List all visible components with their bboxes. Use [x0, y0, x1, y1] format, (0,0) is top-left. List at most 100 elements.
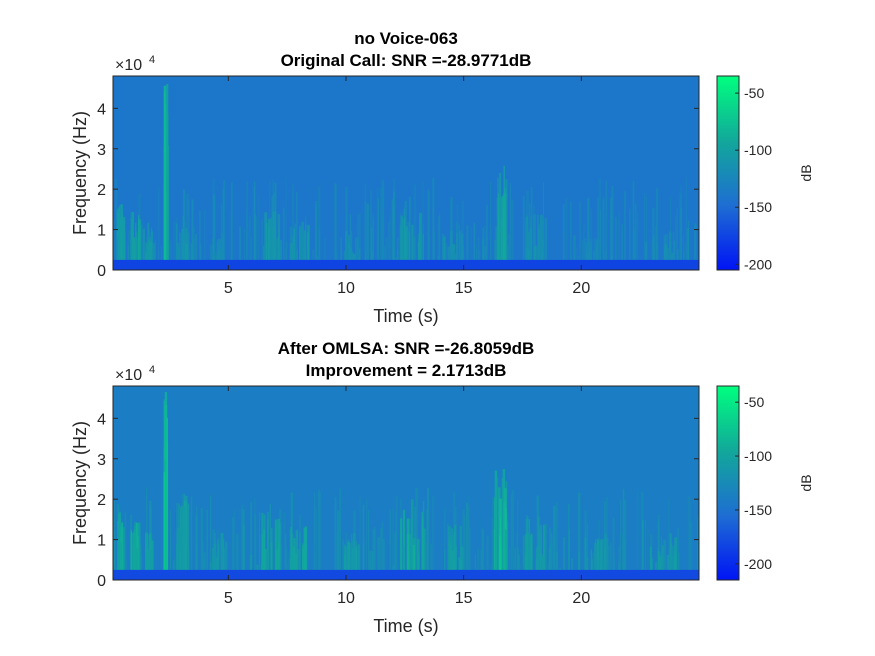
energy-event-14: [591, 559, 594, 570]
spectral-streak: [336, 534, 338, 570]
energy-event-15: [666, 554, 669, 570]
energy-event-2: [130, 530, 133, 570]
energy-event-1: [120, 239, 123, 260]
spectral-streak: [124, 511, 127, 570]
energy-event-9: [344, 230, 348, 260]
spectral-streak: [202, 542, 204, 570]
spectral-streak: [618, 211, 620, 260]
spectral-streak: [381, 522, 384, 570]
spectral-streak: [622, 488, 625, 570]
energy-event-7: [280, 240, 282, 260]
energy-event-6: [212, 238, 214, 260]
spectral-streak: [312, 249, 315, 260]
spectral-streak: [634, 220, 636, 260]
spectral-streak: [593, 238, 597, 260]
energy-event-14: [596, 237, 598, 260]
energy-event-7: [275, 238, 278, 260]
energy-event-8: [289, 243, 292, 260]
energy-event-1: [117, 528, 119, 570]
energy-event-7: [270, 218, 273, 260]
energy-event-7: [275, 549, 278, 570]
energy-event-8: [299, 532, 301, 570]
spectral-streak: [246, 181, 248, 260]
spectral-streak: [284, 247, 286, 260]
energy-event-15: [661, 545, 665, 570]
energy-event-6: [215, 252, 218, 260]
energy-event-9: [354, 237, 358, 260]
spectral-streak: [427, 189, 429, 260]
spectral-streak: [253, 497, 256, 570]
spectral-streak: [677, 249, 679, 260]
spectral-streak: [359, 497, 361, 570]
colorbar-label: dB: [798, 164, 814, 181]
spectral-streak: [516, 532, 518, 570]
spectral-streak: [576, 255, 579, 260]
energy-event-14: [584, 537, 587, 570]
energy-event-10: [416, 539, 420, 570]
energy-event-5: [185, 228, 188, 260]
spectral-streak: [257, 196, 259, 260]
energy-event-3: [151, 242, 155, 260]
spectral-streak: [203, 552, 206, 570]
spectral-streak: [623, 500, 627, 570]
spectral-streak: [636, 211, 639, 260]
y-tick-label: 3: [97, 452, 106, 469]
colorbar-label: dB: [798, 474, 814, 491]
spectral-streak: [573, 235, 576, 260]
spectral-streak: [345, 187, 348, 260]
energy-event-9: [349, 542, 351, 570]
colorbar-tick-label: -50: [744, 85, 764, 101]
energy-event-15: [669, 255, 673, 260]
spectral-streak: [477, 237, 480, 260]
spectral-streak: [644, 193, 646, 260]
x-tick-label: 5: [224, 590, 233, 607]
spectral-streak: [392, 564, 395, 570]
energy-event-13: [525, 221, 527, 260]
energy-event-8: [303, 527, 307, 570]
energy-event-14: [589, 251, 592, 260]
spectrogram-panel-2: 5 10 15 20 0 1 2 3 4 ×10 4 Time (s) Frequency (Hz) Af…: [70, 339, 814, 636]
energy-event-6: [213, 543, 217, 570]
spectral-streak: [116, 567, 119, 570]
energy-event-3: [145, 548, 148, 570]
spectral-streak: [389, 214, 392, 260]
energy-event-6: [222, 538, 225, 570]
energy-event-6: [212, 557, 215, 570]
spectral-streak: [444, 507, 446, 570]
energy-event-5: [180, 505, 184, 570]
spectral-streak: [518, 554, 520, 570]
energy-event-2: [138, 522, 141, 570]
spectral-streak: [240, 507, 242, 570]
energy-event-4: [165, 103, 169, 260]
energy-event-3: [148, 240, 151, 260]
spectral-streak: [172, 560, 175, 570]
energy-event-15: [674, 537, 677, 570]
spectral-streak: [516, 500, 519, 570]
spectral-streak: [484, 225, 487, 260]
spectral-streak: [252, 186, 255, 260]
energy-event-13: [538, 223, 541, 260]
energy-event-5: [176, 223, 178, 260]
spectral-streak: [222, 188, 225, 260]
energy-event-6: [215, 557, 218, 570]
spectral-streak: [374, 527, 376, 570]
spectral-streak: [198, 210, 201, 260]
energy-event-12: [498, 196, 500, 260]
energy-event-3: [151, 540, 154, 570]
spectral-streak: [382, 182, 385, 260]
colorbar-tick-label: -100: [744, 142, 772, 158]
energy-event-6: [220, 251, 222, 260]
chart-title-line-2: Original Call: SNR =-28.9771dB: [281, 51, 532, 70]
spectral-streak: [597, 197, 599, 260]
spectral-streak: [556, 502, 558, 570]
spectral-streak: [157, 249, 159, 260]
energy-event-2: [136, 522, 139, 570]
energy-event-7: [278, 522, 282, 570]
energy-event-8: [295, 530, 299, 570]
spectral-streak: [680, 207, 682, 260]
spectral-streak: [486, 535, 489, 570]
energy-event-3: [147, 246, 149, 260]
spectral-streak: [547, 562, 550, 570]
spectral-streak: [688, 496, 691, 570]
spectral-streak: [384, 245, 386, 260]
